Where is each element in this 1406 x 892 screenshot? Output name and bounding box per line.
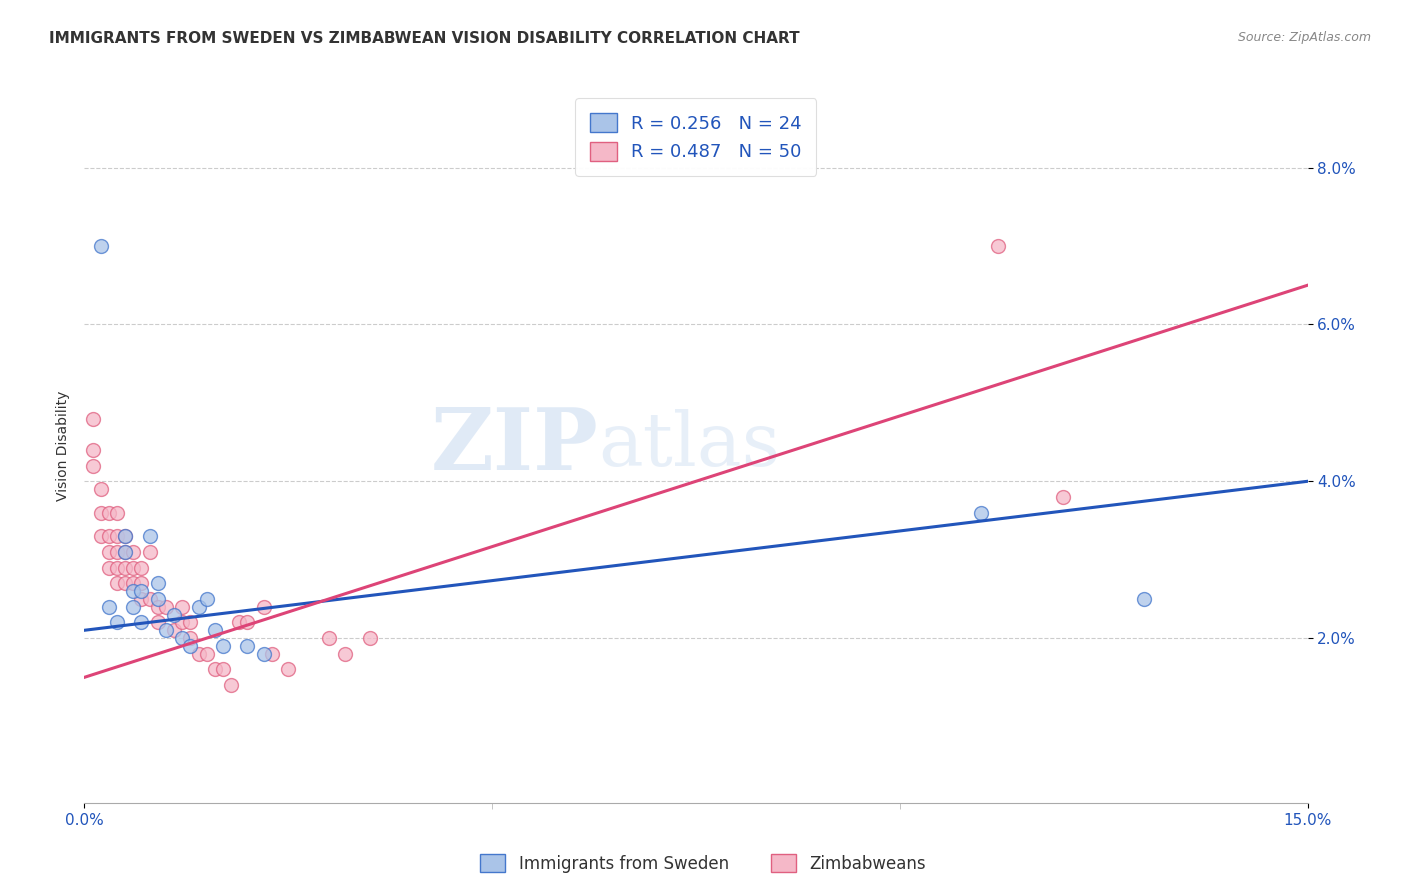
Point [335,647,357,661]
Point [970,506,993,520]
Point [97,599,120,614]
Text: IMMIGRANTS FROM SWEDEN VS ZIMBABWEAN VISION DISABILITY CORRELATION CHART: IMMIGRANTS FROM SWEDEN VS ZIMBABWEAN VIS… [49,31,800,46]
Point [138,529,160,543]
Point [138,545,160,559]
Point [987,239,1010,253]
Y-axis label: Vision Disability: Vision Disability [56,391,70,501]
Point [114,560,136,574]
Point [105,545,128,559]
Point [204,663,226,677]
Point [97,560,120,574]
Point [114,576,136,591]
Point [131,560,153,574]
Point [219,678,242,692]
Point [114,529,136,543]
Point [114,545,136,559]
Point [187,647,209,661]
Text: ZIP: ZIP [430,404,598,488]
Point [253,599,276,614]
Point [212,663,235,677]
Point [187,599,209,614]
Text: atlas: atlas [598,409,780,483]
Point [105,506,128,520]
Point [122,576,145,591]
Point [97,529,120,543]
Point [122,545,145,559]
Text: Source: ZipAtlas.com: Source: ZipAtlas.com [1237,31,1371,45]
Point [163,624,186,638]
Point [172,615,194,630]
Point [90,239,112,253]
Point [179,639,201,653]
Point [212,639,235,653]
Point [155,624,177,638]
Point [155,599,177,614]
Point [122,560,145,574]
Point [131,584,153,599]
Point [90,529,112,543]
Point [82,442,104,457]
Point [97,545,120,559]
Point [163,607,186,622]
Point [1052,490,1074,504]
Point [131,576,153,591]
Point [359,631,381,645]
Point [82,411,104,425]
Point [105,615,128,630]
Point [236,615,259,630]
Point [131,615,153,630]
Point [146,615,169,630]
Point [122,599,145,614]
Point [1133,591,1156,606]
Point [146,576,169,591]
Point [277,663,299,677]
Point [179,631,201,645]
Legend: Immigrants from Sweden, Zimbabweans: Immigrants from Sweden, Zimbabweans [474,847,932,880]
Point [204,624,226,638]
Point [105,560,128,574]
Point [138,591,160,606]
Point [146,591,169,606]
Point [195,591,218,606]
Point [253,647,276,661]
Point [131,591,153,606]
Point [179,615,201,630]
Point [172,599,194,614]
Point [97,506,120,520]
Point [318,631,340,645]
Point [105,529,128,543]
Point [236,639,259,653]
Point [114,545,136,559]
Legend: R = 0.256   N = 24, R = 0.487   N = 50: R = 0.256 N = 24, R = 0.487 N = 50 [575,98,817,176]
Point [114,529,136,543]
Point [90,482,112,496]
Point [82,458,104,473]
Point [260,647,283,661]
Point [105,576,128,591]
Point [228,615,250,630]
Point [172,631,194,645]
Point [195,647,218,661]
Point [122,584,145,599]
Point [90,506,112,520]
Point [146,599,169,614]
